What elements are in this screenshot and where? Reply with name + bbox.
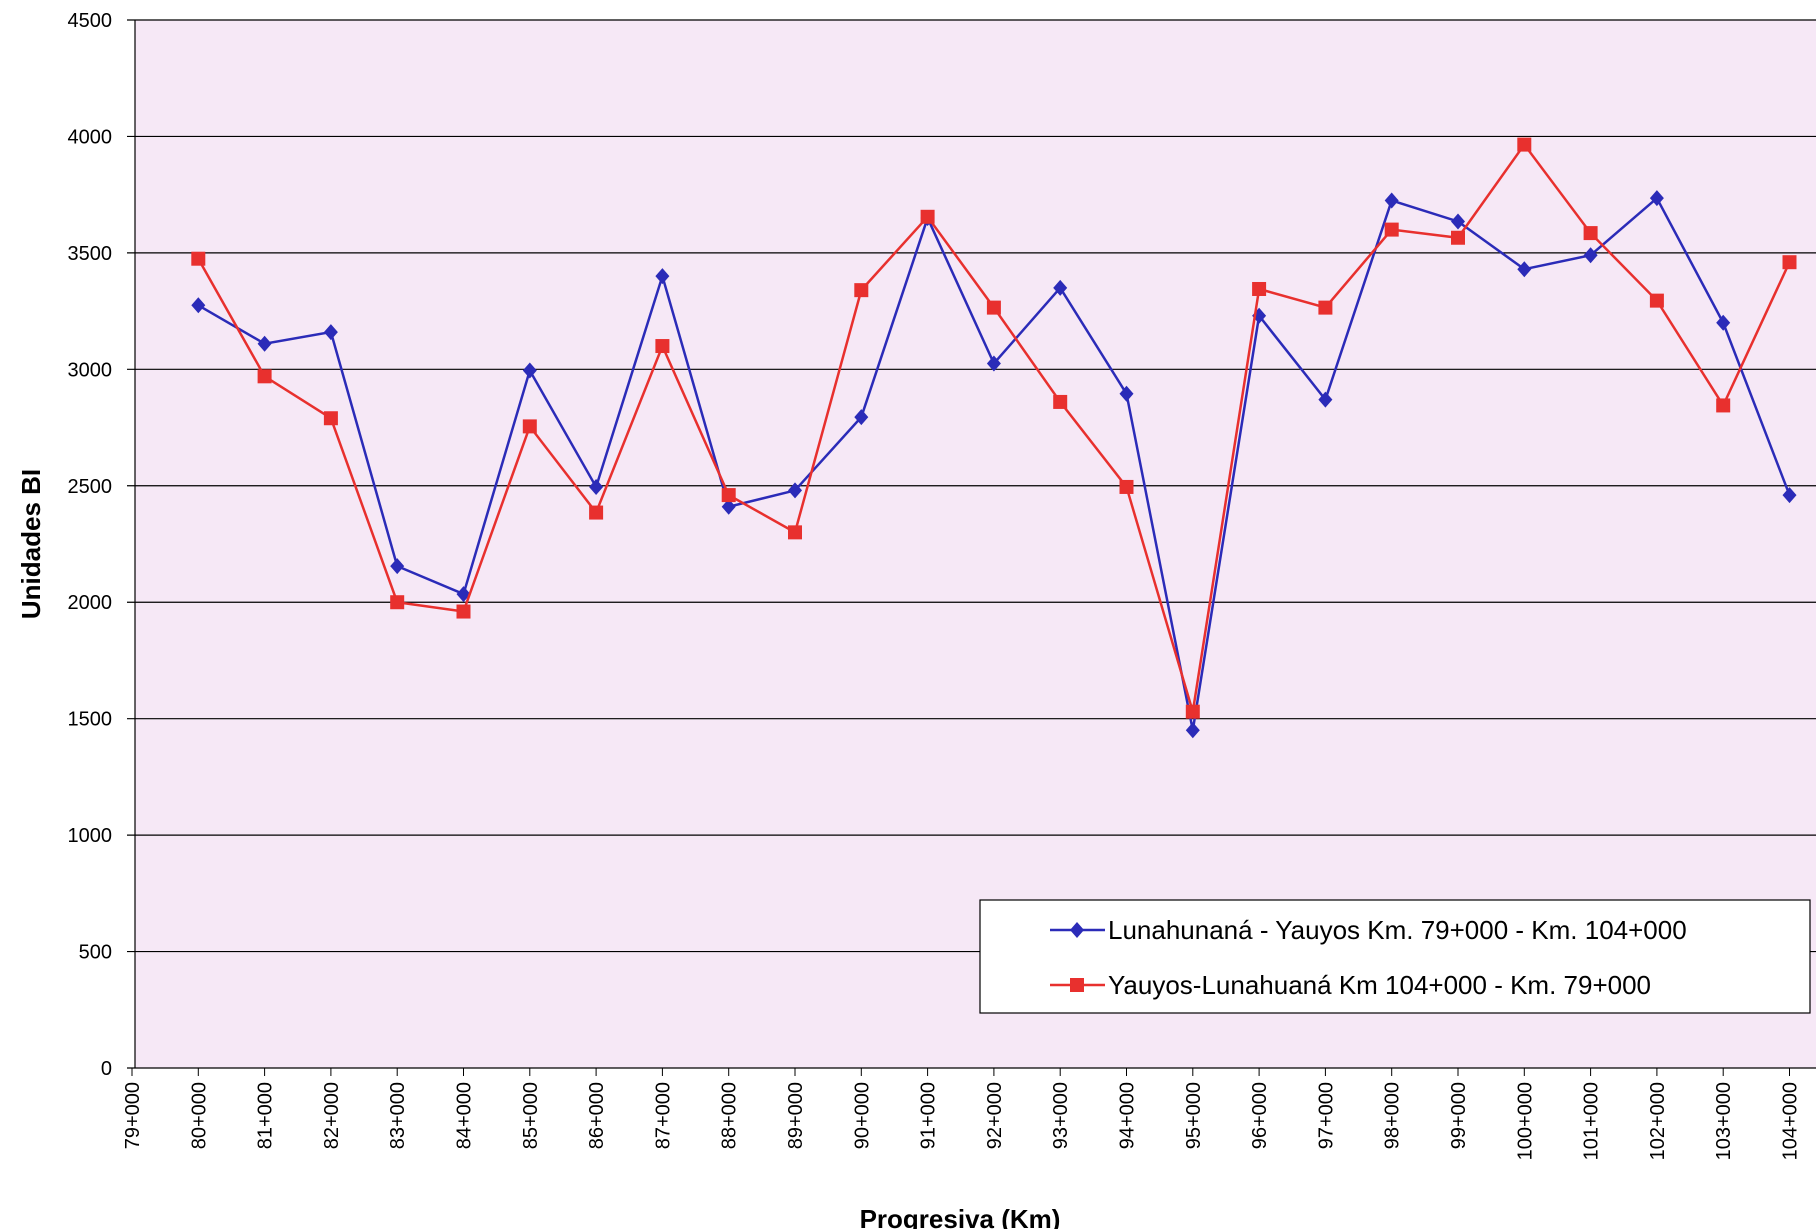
x-tick-label: 93+000	[1050, 1082, 1072, 1149]
data-point	[257, 369, 272, 384]
data-point	[1252, 281, 1267, 296]
x-tick-label: 102+000	[1647, 1082, 1669, 1160]
data-point	[1185, 722, 1200, 739]
data-point	[854, 409, 869, 426]
data-point	[1053, 279, 1068, 296]
x-tick-label: 88+000	[719, 1082, 741, 1149]
data-point	[1053, 394, 1068, 409]
data-point	[788, 482, 802, 499]
y-tick-label: 2000	[68, 592, 113, 614]
x-tick-label: 84+000	[454, 1082, 476, 1149]
data-point	[1451, 230, 1465, 245]
data-point	[1583, 247, 1598, 264]
y-tick-label: 4000	[68, 126, 113, 148]
data-point	[1119, 385, 1134, 402]
y-tick-label: 3500	[68, 243, 113, 265]
data-point	[1517, 261, 1532, 278]
data-point	[589, 478, 604, 495]
x-tick-label: 97+000	[1315, 1082, 1337, 1149]
x-tick-label: 100+000	[1514, 1082, 1536, 1160]
x-tick-label: 85+000	[520, 1082, 542, 1149]
data-point	[390, 595, 405, 610]
x-tick-label: 80+000	[188, 1082, 210, 1149]
x-tick-label: 83+000	[387, 1082, 409, 1149]
data-point	[589, 505, 604, 520]
data-point	[1716, 314, 1731, 331]
x-tick-label: 96+000	[1249, 1082, 1271, 1149]
legend-label: Lunahunaná - Yauyos Km. 79+000 - Km. 104…	[1108, 915, 1687, 945]
data-point	[655, 268, 670, 285]
data-point	[191, 251, 206, 266]
x-tick-label: 99+000	[1448, 1082, 1470, 1149]
x-tick-label: 90+000	[851, 1082, 873, 1149]
data-point	[721, 488, 736, 503]
y-tick-label: 4500	[68, 10, 113, 32]
x-tick-label: 101+000	[1581, 1082, 1603, 1160]
legend-box	[979, 899, 1811, 1014]
x-tick-label: 82+000	[321, 1082, 343, 1149]
y-tick-label: 1500	[68, 709, 113, 731]
x-tick-label: 79+000	[122, 1082, 144, 1149]
y-axis-title: Unidades BI	[16, 469, 46, 619]
data-point	[1517, 137, 1532, 152]
x-tick-label: 87+000	[652, 1082, 674, 1149]
data-point	[1782, 487, 1797, 504]
y-tick-label: 1000	[68, 825, 113, 847]
data-point	[854, 283, 869, 298]
x-tick-label: 103+000	[1713, 1082, 1735, 1160]
x-tick-label: 104+000	[1780, 1082, 1802, 1160]
data-point	[1119, 479, 1134, 494]
x-tick-label: 81+000	[255, 1082, 277, 1149]
data-point	[456, 604, 471, 619]
x-tick-label: 89+000	[785, 1082, 807, 1149]
x-tick-label: 92+000	[984, 1082, 1006, 1149]
y-tick-label: 2500	[68, 476, 113, 498]
data-point	[1451, 213, 1465, 230]
data-point	[655, 339, 670, 354]
x-tick-label: 98+000	[1382, 1082, 1404, 1149]
data-point	[986, 355, 1001, 372]
data-point	[1583, 226, 1598, 241]
data-point	[721, 498, 736, 515]
data-point	[1185, 704, 1200, 719]
data-point	[323, 324, 338, 341]
data-point	[986, 300, 1001, 315]
data-point	[920, 209, 935, 224]
y-tick-label: 500	[79, 942, 112, 964]
data-point	[1318, 391, 1333, 408]
data-point	[522, 419, 537, 434]
data-point	[1384, 222, 1399, 237]
data-point	[1649, 190, 1664, 207]
x-tick-label: 86+000	[586, 1082, 608, 1149]
data-point	[323, 411, 338, 426]
data-point	[1318, 300, 1333, 315]
legend-marker	[1070, 978, 1084, 992]
data-point	[1782, 255, 1797, 270]
x-tick-label: 91+000	[918, 1082, 940, 1149]
data-point	[522, 362, 537, 379]
x-tick-label: 94+000	[1117, 1082, 1139, 1149]
data-point	[390, 558, 405, 575]
data-point	[1384, 192, 1399, 209]
x-tick-label: 95+000	[1183, 1082, 1205, 1149]
y-tick-label: 3000	[68, 359, 113, 381]
data-point	[191, 297, 206, 314]
data-point	[1716, 398, 1731, 413]
data-point	[788, 525, 802, 540]
data-point	[257, 335, 272, 352]
y-tick-label: 0	[101, 1058, 112, 1080]
plot-area	[135, 20, 1816, 1068]
x-axis-title: Progresiva (Km)	[860, 1204, 1061, 1229]
data-point	[1649, 293, 1664, 308]
legend-label: Yauyos-Lunahuaná Km 104+000 - Km. 79+000	[1108, 970, 1651, 1000]
legend-marker	[1070, 922, 1084, 938]
